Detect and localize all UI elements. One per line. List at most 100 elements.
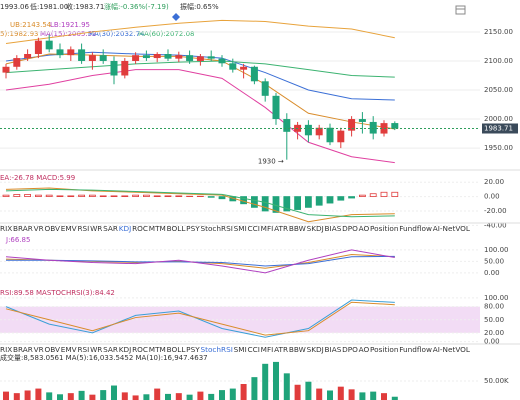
ma-label: MA(15):2005.52 (40, 30, 97, 38)
indicator-tab[interactable]: DPO (342, 345, 358, 354)
indicator-tab[interactable]: SKDJ (307, 224, 324, 233)
indicator-tab[interactable]: KDJ (119, 345, 132, 354)
indicator-tab[interactable]: BIAS (325, 224, 342, 233)
indicator-tab[interactable]: Position (370, 224, 398, 233)
y-tick-label: 2050.00 (484, 86, 513, 94)
indicator-tab[interactable]: AI-NetVOL (433, 224, 471, 233)
indicator-tab[interactable]: BOLL (167, 345, 187, 354)
indicator-tab[interactable]: VR (34, 345, 44, 354)
indicator-tab[interactable]: PSY (186, 345, 200, 354)
macd-bar (56, 195, 64, 197)
macd-bar (283, 196, 291, 212)
macd-bar (261, 196, 269, 212)
indicator-tab[interactable]: VR (34, 224, 44, 233)
indicator-tab[interactable]: BRAR (13, 224, 33, 233)
indicator-tab[interactable]: WR (90, 345, 102, 354)
y-tick-label: 100.00 (484, 246, 509, 254)
indicator-tab[interactable]: MFI (261, 345, 274, 354)
indicator-tab[interactable]: MTM (149, 224, 166, 233)
indicator-tab[interactable]: AO (359, 224, 370, 233)
indicator-tab[interactable]: ATR (274, 224, 288, 233)
candle-body (13, 58, 21, 67)
macd-bar (99, 195, 107, 197)
low-annotation: 1930 → (258, 158, 284, 166)
y-tick-label: 1950.00 (484, 144, 513, 152)
indicator-tab[interactable]: PSY (186, 224, 200, 233)
indicator-tab[interactable]: ROC (132, 345, 148, 354)
y-tick-label: 0.00 (484, 269, 500, 277)
indicator-tab[interactable]: WR (90, 224, 102, 233)
indicator-line (5, 19, 395, 45)
macd-bar (348, 196, 356, 199)
indicator-tab[interactable]: MTM (149, 345, 166, 354)
indicator-tab[interactable]: ATR (274, 345, 288, 354)
candle-body (207, 56, 215, 59)
candle-body (196, 56, 204, 61)
indicator-tab[interactable]: SAR (103, 345, 118, 354)
indicator-line (6, 255, 395, 267)
candle-body (99, 55, 107, 61)
candle-body (24, 54, 32, 59)
indicator-tab[interactable]: Fundflow (399, 345, 432, 354)
indicator-tab[interactable]: AI-NetVOL (433, 345, 471, 354)
indicator-tab[interactable]: StochRSI (200, 345, 232, 354)
indicator-tab[interactable]: BBW (289, 345, 306, 354)
candle-body (358, 119, 366, 122)
macd-bar (89, 194, 96, 197)
indicator-tab[interactable]: RSI (77, 224, 89, 233)
indicator-tab[interactable]: BBW (289, 224, 306, 233)
candle-body (78, 49, 86, 61)
macd-bar (67, 195, 75, 197)
indicator-tab[interactable]: EMV (61, 224, 77, 233)
candle-body (337, 130, 345, 143)
volume-bar (186, 394, 193, 400)
window-icon[interactable] (455, 5, 466, 15)
indicator-line (5, 299, 395, 338)
indicator-tab[interactable]: RIX (0, 224, 12, 233)
indicator-tab[interactable]: StochRSI (200, 224, 232, 233)
macd-bar (315, 196, 323, 206)
indicator-tab[interactable]: BOLL (167, 224, 187, 233)
indicator-tab[interactable]: Fundflow (399, 224, 432, 233)
volume-bar (67, 393, 74, 400)
indicator-tab[interactable]: AO (359, 345, 370, 354)
indicator-tab[interactable]: RSI (77, 345, 89, 354)
indicator-tab[interactable]: ROC (132, 224, 148, 233)
low-price: 低:1981.00 (30, 2, 68, 11)
indicator-tab[interactable]: MFI (261, 224, 274, 233)
volume-bar (13, 393, 20, 400)
macd-bar (304, 196, 312, 208)
y-tick-label: 20.00 (484, 329, 504, 337)
last-price-label: 1983.71 (484, 125, 513, 133)
macd-bar (218, 196, 226, 200)
indicator-tab[interactable]: SMI (234, 224, 247, 233)
indicator-tab[interactable]: KDJ (119, 224, 132, 233)
indicator-tab[interactable]: SAR (103, 224, 118, 233)
macd-bar (110, 195, 118, 197)
indicator-tab[interactable]: SKDJ (307, 345, 324, 354)
volume-bar (229, 388, 236, 400)
indicator-tab[interactable]: DPO (342, 224, 358, 233)
volume-bar (35, 388, 42, 400)
candle-body (34, 40, 42, 55)
volume-bar (294, 384, 301, 400)
indicator-tab[interactable]: RIX (0, 345, 12, 354)
volume-bar (348, 389, 355, 400)
macd-bar (121, 195, 129, 197)
candle-body (229, 63, 237, 70)
macd-bar (175, 195, 183, 197)
macd-bar (132, 194, 140, 197)
indicator-tab[interactable]: OBV (44, 345, 60, 354)
indicator-tab[interactable]: OBV (44, 224, 60, 233)
indicator-tab[interactable]: BRAR (13, 345, 33, 354)
indicator-tab[interactable]: CCI (248, 345, 260, 354)
volume-bar (370, 391, 377, 400)
indicator-tab[interactable]: Position (370, 345, 398, 354)
candle-body (369, 121, 377, 134)
amplitude: 振幅:0.65% (180, 2, 219, 11)
indicator-tab[interactable]: EMV (61, 345, 77, 354)
indicator-tab[interactable]: BIAS (325, 345, 342, 354)
indicator-tab[interactable]: SMI (234, 345, 247, 354)
candle-body (121, 60, 129, 76)
indicator-tab[interactable]: CCI (248, 224, 260, 233)
